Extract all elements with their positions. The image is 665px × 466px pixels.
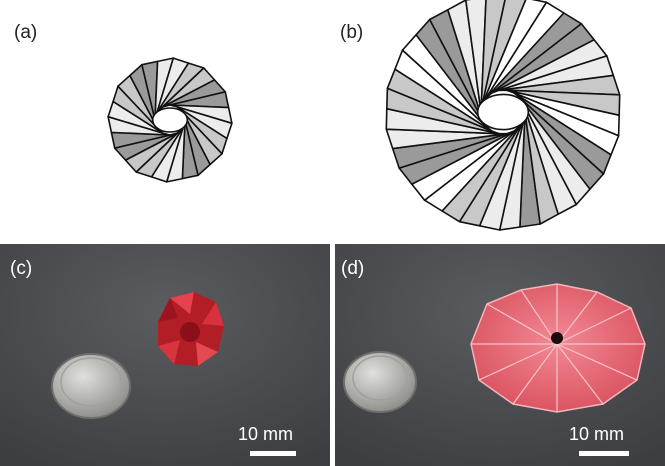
deployed-origami-pink [470, 283, 646, 413]
center-hole [151, 107, 189, 133]
panel-b-label: (b) [340, 22, 364, 43]
scalebar-d [579, 451, 629, 456]
scalebar-c-label: 10 mm [238, 424, 294, 444]
panel-b: (b) [332, 0, 665, 240]
photo-c: (c) 10 mm [0, 244, 330, 466]
panel-d-label: (d) [341, 258, 365, 279]
coin-d [343, 351, 417, 413]
scalebar-d-label: 10 mm [569, 424, 625, 444]
deployed-origami-diagram [385, 0, 621, 231]
photo-d: (d) 10 mm [335, 244, 665, 466]
photo-d-scene [335, 244, 665, 466]
panel-a: (a) [0, 0, 330, 240]
center-hole [476, 93, 530, 131]
panel-c-label: (c) [10, 258, 33, 279]
folded-origami-red [158, 292, 224, 366]
folded-origami-diagram [107, 57, 233, 183]
panel-a-label: (a) [14, 22, 38, 43]
scalebar-c [250, 451, 296, 456]
coin-c [51, 353, 131, 419]
photo-c-scene [0, 244, 330, 466]
